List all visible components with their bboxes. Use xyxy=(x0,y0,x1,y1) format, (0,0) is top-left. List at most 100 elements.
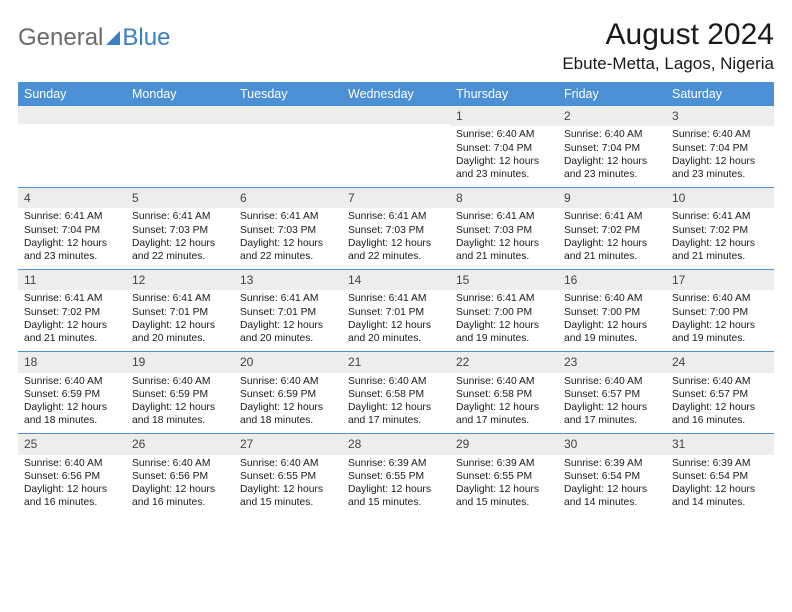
daylight-text-line2: and 18 minutes. xyxy=(240,414,336,427)
sunset-text: Sunset: 7:04 PM xyxy=(672,142,768,155)
sunrise-text: Sunrise: 6:40 AM xyxy=(240,457,336,470)
calendar-day: 24Sunrise: 6:40 AMSunset: 6:57 PMDayligh… xyxy=(666,352,774,433)
day-number: 19 xyxy=(126,352,234,372)
day-content xyxy=(234,124,342,178)
day-content: Sunrise: 6:41 AMSunset: 7:02 PMDaylight:… xyxy=(666,208,774,269)
daylight-text-line1: Daylight: 12 hours xyxy=(24,483,120,496)
daylight-text-line2: and 19 minutes. xyxy=(672,332,768,345)
daylight-text-line1: Daylight: 12 hours xyxy=(24,237,120,250)
sunrise-text: Sunrise: 6:41 AM xyxy=(672,210,768,223)
calendar: Sunday Monday Tuesday Wednesday Thursday… xyxy=(18,82,774,515)
sunrise-text: Sunrise: 6:40 AM xyxy=(672,375,768,388)
day-content: Sunrise: 6:41 AMSunset: 7:02 PMDaylight:… xyxy=(558,208,666,269)
sunrise-text: Sunrise: 6:41 AM xyxy=(348,292,444,305)
day-content: Sunrise: 6:40 AMSunset: 6:57 PMDaylight:… xyxy=(666,373,774,434)
calendar-day: 10Sunrise: 6:41 AMSunset: 7:02 PMDayligh… xyxy=(666,188,774,269)
day-content: Sunrise: 6:39 AMSunset: 6:54 PMDaylight:… xyxy=(666,455,774,516)
sunset-text: Sunset: 7:04 PM xyxy=(456,142,552,155)
sunrise-text: Sunrise: 6:40 AM xyxy=(240,375,336,388)
calendar-day: 4Sunrise: 6:41 AMSunset: 7:04 PMDaylight… xyxy=(18,188,126,269)
daylight-text-line2: and 15 minutes. xyxy=(456,496,552,509)
month-title: August 2024 xyxy=(562,18,774,52)
calendar-day: 6Sunrise: 6:41 AMSunset: 7:03 PMDaylight… xyxy=(234,188,342,269)
daylight-text-line1: Daylight: 12 hours xyxy=(24,319,120,332)
daylight-text-line2: and 20 minutes. xyxy=(348,332,444,345)
daylight-text-line2: and 14 minutes. xyxy=(672,496,768,509)
sunset-text: Sunset: 6:57 PM xyxy=(672,388,768,401)
day-number xyxy=(18,106,126,124)
daylight-text-line2: and 21 minutes. xyxy=(24,332,120,345)
weekday-header-row: Sunday Monday Tuesday Wednesday Thursday… xyxy=(18,82,774,106)
day-number: 23 xyxy=(558,352,666,372)
day-number: 5 xyxy=(126,188,234,208)
sunrise-text: Sunrise: 6:40 AM xyxy=(672,128,768,141)
calendar-day: 22Sunrise: 6:40 AMSunset: 6:58 PMDayligh… xyxy=(450,352,558,433)
sunset-text: Sunset: 7:03 PM xyxy=(240,224,336,237)
day-number: 11 xyxy=(18,270,126,290)
day-number xyxy=(126,106,234,124)
day-number: 8 xyxy=(450,188,558,208)
sunrise-text: Sunrise: 6:40 AM xyxy=(564,292,660,305)
calendar-day: 8Sunrise: 6:41 AMSunset: 7:03 PMDaylight… xyxy=(450,188,558,269)
calendar-week: 1Sunrise: 6:40 AMSunset: 7:04 PMDaylight… xyxy=(18,106,774,187)
sunrise-text: Sunrise: 6:39 AM xyxy=(672,457,768,470)
daylight-text-line1: Daylight: 12 hours xyxy=(456,483,552,496)
day-content: Sunrise: 6:40 AMSunset: 7:04 PMDaylight:… xyxy=(450,126,558,187)
day-number: 10 xyxy=(666,188,774,208)
day-number xyxy=(234,106,342,124)
sunrise-text: Sunrise: 6:40 AM xyxy=(348,375,444,388)
day-number: 28 xyxy=(342,434,450,454)
calendar-week: 25Sunrise: 6:40 AMSunset: 6:56 PMDayligh… xyxy=(18,433,774,515)
calendar-day: 13Sunrise: 6:41 AMSunset: 7:01 PMDayligh… xyxy=(234,270,342,351)
daylight-text-line2: and 21 minutes. xyxy=(672,250,768,263)
day-content xyxy=(18,124,126,178)
daylight-text-line1: Daylight: 12 hours xyxy=(456,155,552,168)
day-number xyxy=(342,106,450,124)
day-number: 26 xyxy=(126,434,234,454)
sunset-text: Sunset: 6:58 PM xyxy=(456,388,552,401)
sunset-text: Sunset: 7:00 PM xyxy=(564,306,660,319)
sunset-text: Sunset: 6:55 PM xyxy=(456,470,552,483)
daylight-text-line1: Daylight: 12 hours xyxy=(132,319,228,332)
daylight-text-line1: Daylight: 12 hours xyxy=(672,401,768,414)
day-content: Sunrise: 6:41 AMSunset: 7:03 PMDaylight:… xyxy=(450,208,558,269)
day-number: 13 xyxy=(234,270,342,290)
sunset-text: Sunset: 6:55 PM xyxy=(240,470,336,483)
daylight-text-line2: and 23 minutes. xyxy=(672,168,768,181)
daylight-text-line1: Daylight: 12 hours xyxy=(456,237,552,250)
day-number: 9 xyxy=(558,188,666,208)
daylight-text-line2: and 15 minutes. xyxy=(240,496,336,509)
sunrise-text: Sunrise: 6:41 AM xyxy=(24,210,120,223)
daylight-text-line1: Daylight: 12 hours xyxy=(24,401,120,414)
sunrise-text: Sunrise: 6:40 AM xyxy=(456,375,552,388)
day-content: Sunrise: 6:41 AMSunset: 7:04 PMDaylight:… xyxy=(18,208,126,269)
sunset-text: Sunset: 6:59 PM xyxy=(240,388,336,401)
daylight-text-line1: Daylight: 12 hours xyxy=(240,483,336,496)
calendar-day: 15Sunrise: 6:41 AMSunset: 7:00 PMDayligh… xyxy=(450,270,558,351)
weekday-header: Sunday xyxy=(18,82,126,106)
day-content: Sunrise: 6:41 AMSunset: 7:02 PMDaylight:… xyxy=(18,290,126,351)
calendar-day: 3Sunrise: 6:40 AMSunset: 7:04 PMDaylight… xyxy=(666,106,774,187)
calendar-day xyxy=(126,106,234,187)
daylight-text-line1: Daylight: 12 hours xyxy=(456,401,552,414)
sunset-text: Sunset: 6:59 PM xyxy=(24,388,120,401)
sunrise-text: Sunrise: 6:41 AM xyxy=(24,292,120,305)
weekday-header: Monday xyxy=(126,82,234,106)
calendar-day: 31Sunrise: 6:39 AMSunset: 6:54 PMDayligh… xyxy=(666,434,774,515)
calendar-day: 23Sunrise: 6:40 AMSunset: 6:57 PMDayligh… xyxy=(558,352,666,433)
daylight-text-line1: Daylight: 12 hours xyxy=(564,237,660,250)
day-number: 1 xyxy=(450,106,558,126)
sunset-text: Sunset: 7:01 PM xyxy=(240,306,336,319)
day-number: 31 xyxy=(666,434,774,454)
sunrise-text: Sunrise: 6:39 AM xyxy=(456,457,552,470)
day-content: Sunrise: 6:40 AMSunset: 6:59 PMDaylight:… xyxy=(126,373,234,434)
sunset-text: Sunset: 7:03 PM xyxy=(456,224,552,237)
daylight-text-line2: and 19 minutes. xyxy=(456,332,552,345)
sunset-text: Sunset: 7:00 PM xyxy=(456,306,552,319)
daylight-text-line1: Daylight: 12 hours xyxy=(672,319,768,332)
sunset-text: Sunset: 7:04 PM xyxy=(24,224,120,237)
sunrise-text: Sunrise: 6:39 AM xyxy=(348,457,444,470)
sunrise-text: Sunrise: 6:41 AM xyxy=(240,210,336,223)
sunset-text: Sunset: 7:00 PM xyxy=(672,306,768,319)
logo: General Blue xyxy=(18,18,170,52)
